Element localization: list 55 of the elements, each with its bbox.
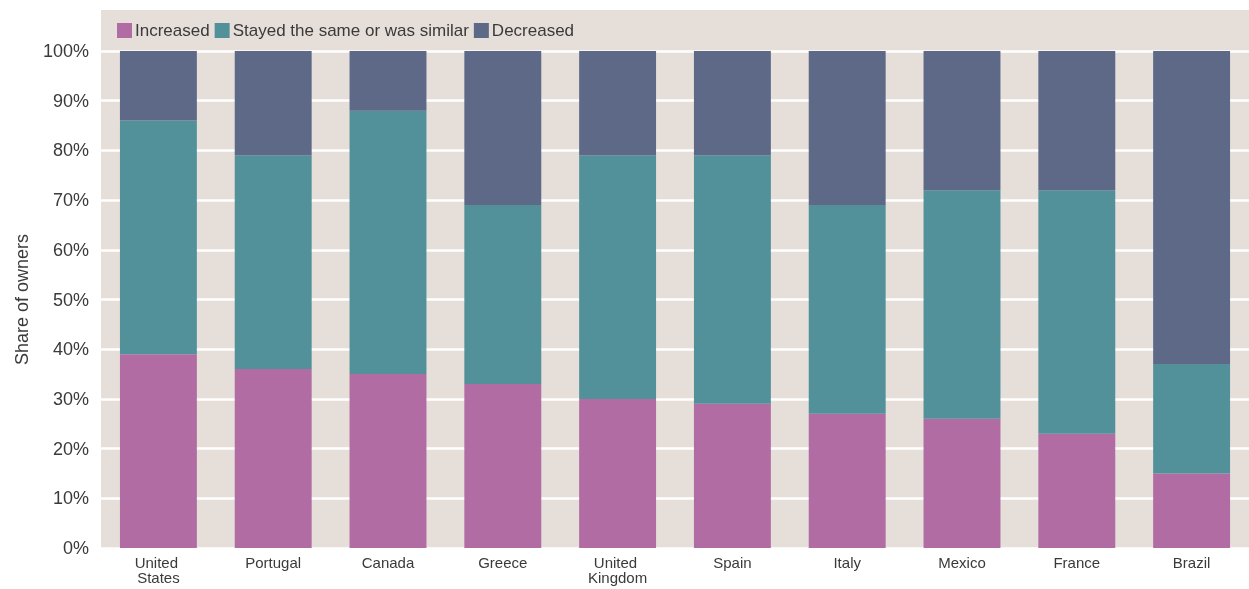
- bar: [579, 398, 657, 548]
- x-tick-label: Spain: [713, 554, 752, 571]
- bar: [1153, 51, 1231, 365]
- x-tick-label: Portugal: [245, 554, 302, 571]
- x-tick-label: Italy: [833, 554, 862, 571]
- bar: [693, 403, 771, 548]
- x-tick-label: France: [1053, 554, 1101, 571]
- bar: [119, 120, 197, 355]
- bar: [464, 383, 542, 548]
- bar: [1038, 51, 1116, 191]
- bar: [119, 51, 197, 121]
- y-tick-label: 20%: [52, 438, 89, 459]
- bar: [349, 110, 427, 375]
- legend-label: Decreased: [491, 21, 575, 40]
- bar: [349, 374, 427, 548]
- x-tick-label: United States: [134, 554, 183, 586]
- bar: [1153, 364, 1231, 474]
- y-tick-label: 0%: [62, 538, 89, 558]
- bar: [119, 354, 197, 548]
- bar: [693, 51, 771, 156]
- bar: [923, 51, 1001, 191]
- x-tick-label: Brazil: [1172, 554, 1211, 571]
- bar: [808, 205, 886, 414]
- bar: [234, 369, 312, 548]
- bar: [923, 190, 1001, 419]
- x-tick-label: Greece: [478, 554, 528, 571]
- bar: [808, 413, 886, 548]
- bar: [234, 51, 312, 156]
- bar: [923, 418, 1001, 548]
- legend-label: Increased: [135, 21, 210, 40]
- bar: [1153, 473, 1231, 548]
- x-tick-label: Canada: [361, 554, 415, 571]
- y-tick-label: 60%: [52, 239, 89, 260]
- bar: [1038, 433, 1116, 548]
- bar: [1038, 190, 1116, 434]
- bar: [808, 51, 886, 206]
- y-tick-label: 10%: [52, 488, 89, 509]
- bar: [579, 51, 657, 156]
- y-tick-label: 90%: [52, 90, 89, 111]
- bar: [693, 155, 771, 404]
- x-tick-label: United Kingdom: [588, 554, 648, 586]
- bar: [234, 155, 312, 370]
- y-tick-label: 50%: [52, 289, 89, 310]
- bar: [579, 155, 657, 399]
- x-tick-label: Mexico: [938, 554, 986, 571]
- y-tick-label: 70%: [52, 190, 89, 211]
- y-tick-label: 100%: [42, 41, 89, 61]
- y-axis-title: Share of owners: [12, 233, 32, 366]
- bar: [464, 51, 542, 206]
- y-tick-label: 30%: [52, 388, 89, 409]
- legend-label: Stayed the same or was similar: [232, 21, 470, 40]
- y-tick-label: 40%: [52, 339, 89, 360]
- bar: [349, 51, 427, 111]
- bar: [464, 205, 542, 384]
- y-tick-label: 80%: [52, 140, 89, 161]
